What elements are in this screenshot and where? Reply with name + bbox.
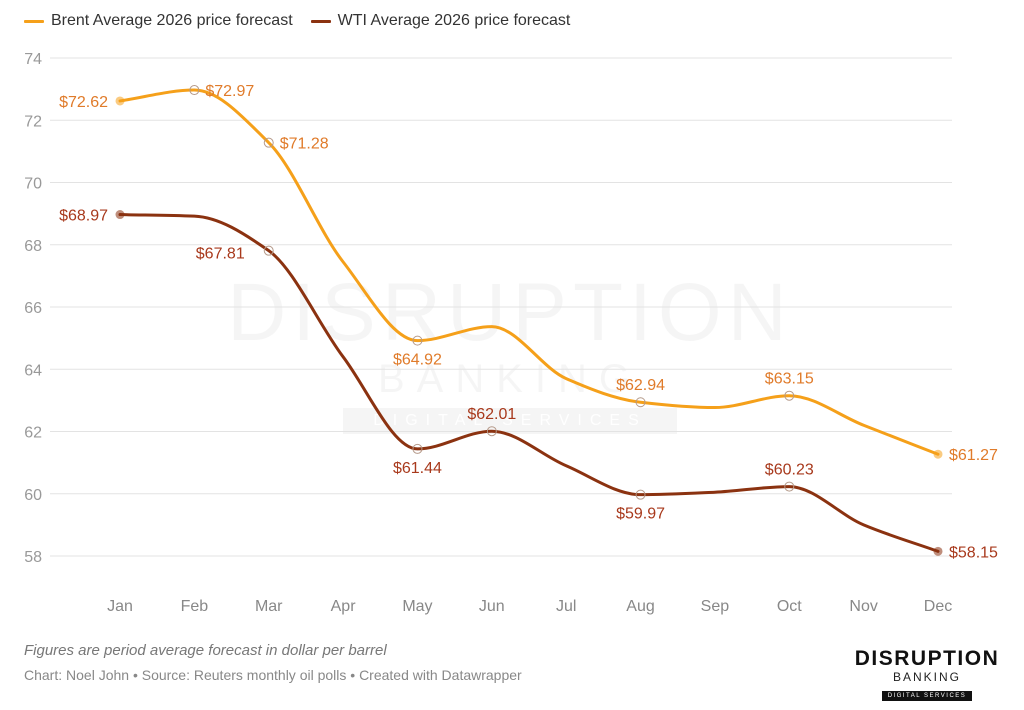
data-label-wti: $61.44 [393, 460, 442, 477]
x-tick-label: Jun [479, 598, 505, 615]
logo-badge: DIGITAL SERVICES [881, 691, 973, 701]
x-tick-label: Mar [255, 598, 283, 615]
y-tick-label: 60 [24, 487, 42, 504]
data-point-brent [784, 390, 795, 401]
data-point-wti [486, 426, 497, 437]
data-label-brent: $72.62 [59, 94, 108, 111]
data-point-wti [784, 481, 795, 492]
legend-label-brent: Brent Average 2026 price forecast [51, 12, 293, 29]
data-label-wti: $58.15 [949, 544, 998, 561]
data-point-brent [263, 137, 274, 148]
x-tick-label: Oct [777, 598, 802, 615]
x-tick-label: Jul [556, 598, 576, 615]
legend-item-wti[interactable]: WTI Average 2026 price forecast [310, 12, 571, 30]
x-tick-label: Apr [331, 598, 357, 615]
logo-sub-text: BANKING [892, 670, 961, 684]
x-tick-label: Jan [107, 598, 133, 615]
legend-label-wti: WTI Average 2026 price forecast [337, 12, 571, 29]
data-point-brent [933, 449, 943, 459]
line-chart: 58 60 62 64 66 68 70 72 74 Jan Feb Mar Apr May Jun Jul… [24, 51, 998, 615]
data-point-brent [412, 335, 423, 346]
data-label-brent: $62.94 [616, 377, 665, 394]
data-label-wti: $59.97 [616, 506, 665, 523]
series-line-brent [118, 88, 940, 456]
series-line-wti [118, 213, 940, 553]
data-label-wti: $62.01 [467, 406, 516, 423]
x-tick-label: Sep [701, 598, 730, 615]
data-point-brent [635, 397, 646, 408]
data-point-brent [115, 96, 125, 106]
data-point-wti [115, 210, 125, 220]
x-tick-label: Nov [849, 598, 877, 615]
data-label-brent: $61.27 [949, 447, 998, 464]
chart-note: Figures are period average forecast in d… [24, 642, 387, 659]
y-tick-label: 58 [24, 549, 42, 566]
x-tick-label: Dec [924, 598, 952, 615]
data-label-wti: $60.23 [765, 462, 814, 479]
data-label-brent: $64.92 [393, 352, 442, 369]
data-label-brent: $63.15 [765, 371, 814, 388]
y-tick-label: 70 [24, 176, 42, 193]
data-point-brent [189, 85, 200, 96]
disruption-banking-logo[interactable]: DISRUPTION BANKING DIGITAL SERVICES [852, 648, 1002, 702]
legend-item-brent[interactable]: Brent Average 2026 price forecast [24, 12, 293, 30]
y-tick-label: 74 [24, 51, 42, 68]
y-tick-label: 68 [24, 238, 42, 255]
legend: Brent Average 2026 price forecast WTI Av… [24, 12, 570, 30]
data-label-wti: $67.81 [196, 246, 245, 263]
y-tick-label: 66 [24, 300, 42, 317]
data-point-wti [933, 546, 943, 556]
data-label-wti: $68.97 [59, 208, 108, 225]
data-label-brent: $72.97 [205, 83, 254, 100]
logo-main-text: DISRUPTION [854, 647, 1000, 670]
legend-swatch-wti [310, 19, 331, 23]
data-point-wti [263, 245, 274, 256]
chart-credit: Chart: Noel John • Source: Reuters month… [24, 667, 522, 683]
x-tick-label: May [402, 598, 432, 615]
x-tick-label: Aug [626, 598, 654, 615]
y-tick-label: 64 [24, 362, 42, 379]
y-tick-label: 62 [24, 425, 42, 442]
data-point-wti [635, 489, 646, 500]
y-tick-label: 72 [24, 113, 42, 130]
data-label-brent: $71.28 [280, 136, 329, 153]
data-point-wti [412, 443, 423, 454]
legend-swatch-brent [24, 19, 44, 23]
x-tick-label: Feb [181, 598, 209, 615]
